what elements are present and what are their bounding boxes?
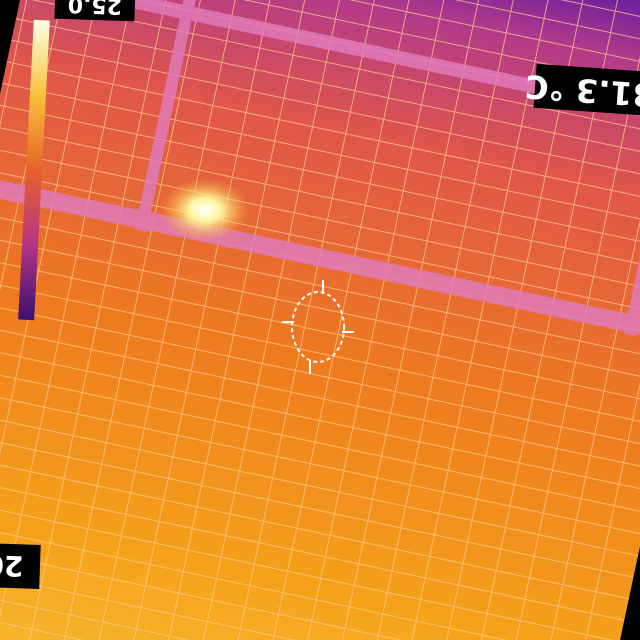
scale-max: 25.0 xyxy=(67,0,122,18)
crosshair xyxy=(282,280,354,374)
color-scale xyxy=(18,19,50,321)
scale-min: 20 xyxy=(0,548,24,582)
scale-max-box: 25.0 xyxy=(54,0,136,22)
spot-temperature: 31.3 °C xyxy=(524,67,640,114)
scale-min-box: 20 xyxy=(0,543,41,590)
spot-temp-box: 31.3 °C xyxy=(524,63,640,116)
hot-spot xyxy=(160,178,250,242)
